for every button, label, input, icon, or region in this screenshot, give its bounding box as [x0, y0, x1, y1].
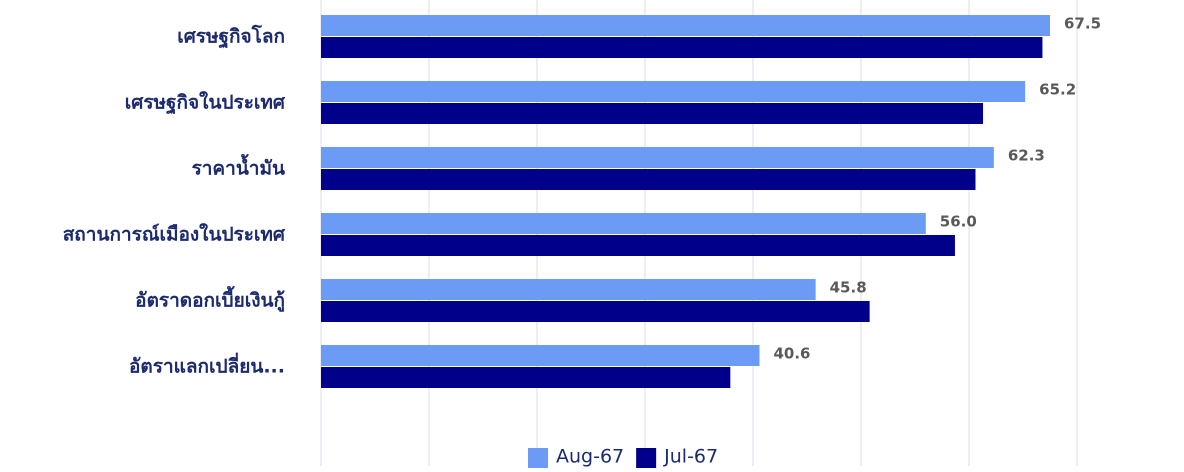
- category-label: เศรษฐกิจโลก: [177, 25, 285, 50]
- legend-swatch: [636, 448, 657, 468]
- value-label: 56.0: [940, 213, 977, 231]
- value-label: 67.5: [1064, 15, 1101, 33]
- value-label: 45.8: [830, 279, 867, 297]
- bar: [321, 301, 870, 322]
- bar: [321, 15, 1050, 36]
- legend-label: Aug-67: [556, 446, 624, 468]
- bar: [321, 367, 731, 388]
- bar: [321, 345, 760, 366]
- category-label: อัตราแลกเปลี่ยน...: [129, 353, 285, 378]
- legend-swatch: [528, 448, 548, 468]
- bar: [321, 213, 926, 234]
- bar: [321, 147, 994, 168]
- bar: [321, 81, 1026, 102]
- bar: [321, 103, 984, 124]
- value-label: 65.2: [1039, 81, 1076, 99]
- bar: [321, 235, 955, 256]
- category-label: เศรษฐกิจในประเทศ: [125, 91, 286, 116]
- bar: [321, 279, 816, 300]
- value-label: 62.3: [1008, 147, 1045, 165]
- category-label: สถานการณ์เมืองในประเทศ: [63, 223, 286, 246]
- bar: [321, 37, 1043, 58]
- category-label: อัตราดอกเบี้ยเงินกู้: [135, 286, 285, 313]
- legend-label: Jul-67: [663, 446, 718, 468]
- value-label: 40.6: [773, 345, 810, 363]
- bar: [321, 169, 976, 190]
- category-label: ราคาน้ำมัน: [192, 154, 285, 180]
